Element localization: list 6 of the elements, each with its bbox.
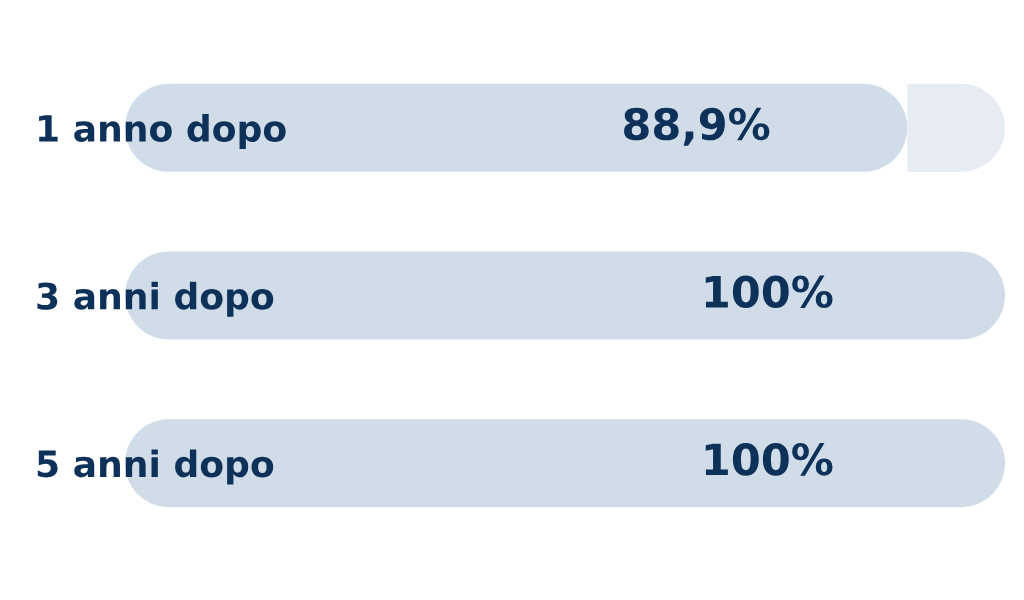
y-tick-label: 1 anno dopo <box>39 114 286 150</box>
data-label: 88,9% <box>624 107 770 146</box>
data-label: 100% <box>705 275 833 308</box>
y-tick-label: 5 anni dopo <box>37 449 274 485</box>
y-tick-label: 3 anni dopo <box>37 281 274 317</box>
data-label: 100% <box>705 443 833 476</box>
